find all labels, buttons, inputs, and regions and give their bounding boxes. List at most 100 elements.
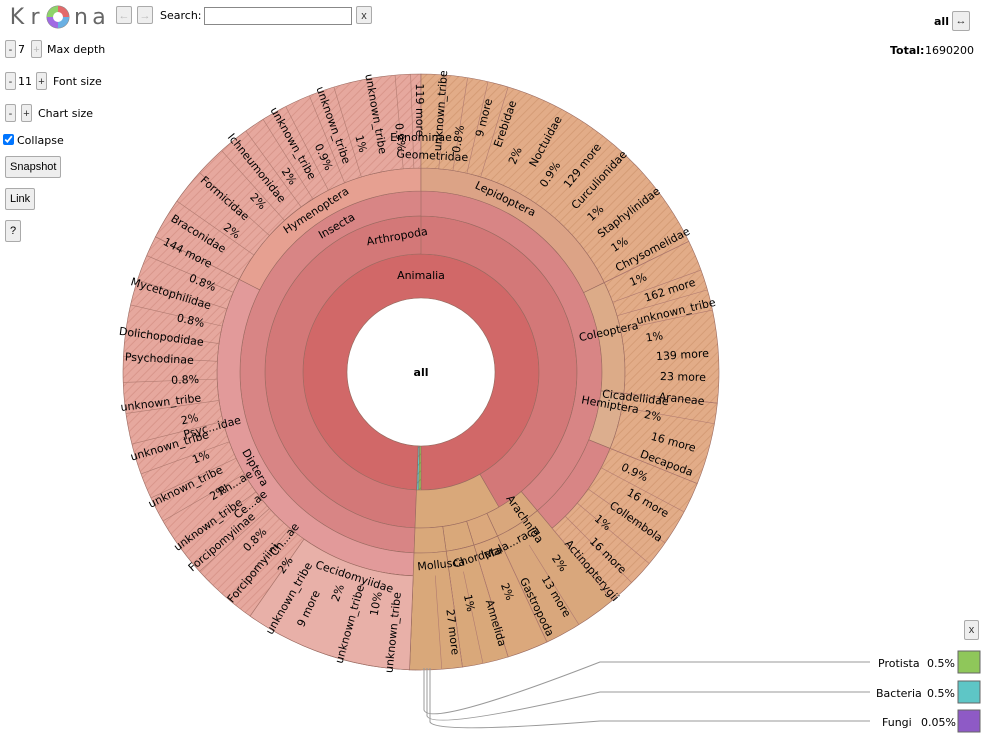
krona-pie-icon (46, 5, 70, 29)
key-swatch-bacteria[interactable] (957, 680, 981, 704)
outer-label-1: 10% (368, 590, 385, 616)
center-label: all (414, 366, 429, 379)
outer-label-56: Araneae (658, 390, 705, 408)
max-depth-plus-button[interactable]: + (31, 40, 42, 58)
leaf-divider (221, 150, 285, 221)
leaf-divider (480, 86, 509, 178)
logo-letter-a: a (92, 4, 106, 30)
leaf-divider (449, 573, 463, 668)
leaf-divider (610, 448, 698, 484)
leaf-divider (125, 400, 220, 414)
key-leader-line (426, 668, 870, 721)
key-swatch-protista[interactable] (957, 650, 981, 674)
font-size-minus-button[interactable]: - (5, 72, 16, 90)
outer-label-72: 27 more (443, 608, 461, 655)
leaf-divider (621, 407, 715, 425)
outer-label-55: 23 more (660, 370, 706, 384)
leaf-divider (131, 421, 224, 445)
focus-toggle-button[interactable]: ↔ (952, 11, 970, 31)
leaf-divider (617, 289, 708, 317)
outer-label-71: 1% (461, 593, 477, 613)
leaf-divider (176, 200, 255, 256)
leaf-divider (130, 304, 223, 327)
logo-letter-r: r (30, 4, 40, 30)
outer-label-33: 1% (352, 134, 369, 154)
ring-mollusca-l4[interactable] (409, 550, 463, 671)
leaf-divider (146, 255, 234, 293)
help-button[interactable]: ? (5, 220, 22, 242)
collapse-checkbox[interactable] (3, 134, 14, 145)
chart-size-minus-button[interactable]: - (5, 104, 16, 122)
leaf-divider (463, 571, 484, 664)
logo-letter-k: K (9, 4, 25, 30)
total-label: Total: (890, 44, 925, 57)
outer-label-50: 1% (628, 270, 649, 289)
snapshot-button[interactable]: Snapshot (5, 156, 62, 178)
leaf-divider (123, 378, 218, 383)
font-size-label: Font size (53, 75, 102, 88)
leaf-divider (506, 556, 548, 643)
ring-hymenoptera-outer[interactable] (155, 73, 422, 280)
outer-label-41: 2% (506, 145, 525, 166)
label-geometridae: Geometridae (396, 147, 469, 164)
leaf-divider (551, 528, 613, 601)
max-depth-label: Max depth (47, 43, 106, 56)
key-close-button[interactable]: x (964, 620, 979, 640)
key-leader-line (429, 668, 870, 729)
leaf-divider (249, 538, 305, 617)
krona-logo: K r n a (8, 3, 108, 31)
outer-label-20: 0.8% (176, 311, 206, 330)
outer-label-35: 0.9% (392, 122, 407, 151)
key-swatch-fungi[interactable] (957, 709, 981, 733)
outer-label-57: 2% (643, 408, 663, 424)
search-clear-button[interactable]: x (356, 6, 372, 24)
font-size-plus-button[interactable]: + (36, 72, 47, 90)
font-size-value: 11 (18, 75, 32, 88)
leaf-divider (480, 566, 509, 658)
key-protista-pct: 0.5% (927, 657, 955, 670)
leaf-divider (466, 81, 489, 174)
focus-name: all (934, 15, 949, 28)
leaf-divider (137, 279, 228, 310)
leaf-divider (123, 356, 218, 362)
search-input[interactable] (204, 7, 352, 25)
leaf-divider (394, 75, 404, 169)
outer-label-3: 2% (329, 582, 347, 603)
outer-label-18: Psychodinae (125, 351, 195, 367)
outer-label-15: 2% (180, 411, 200, 427)
forward-button[interactable]: → (137, 6, 153, 24)
outer-label-54: 139 more (656, 347, 710, 363)
leaf-divider (623, 393, 718, 404)
max-depth-minus-button[interactable]: - (5, 40, 16, 58)
ring-insecta-other-outer[interactable] (551, 448, 698, 601)
ring-lepidoptera-outer[interactable] (420, 73, 690, 283)
outer-label-38: 0.8% (450, 124, 467, 154)
leaf-divider (587, 488, 666, 544)
back-button[interactable]: ← (116, 6, 132, 24)
outer-label-36: 119 more (413, 83, 426, 136)
center-hole[interactable] (346, 297, 496, 447)
ring-mollusca[interactable] (413, 526, 447, 554)
search-label: Search: (160, 9, 202, 22)
leaf-divider (620, 309, 713, 330)
leaf-divider (452, 77, 468, 171)
leaf-divider (162, 473, 245, 522)
leaf-divider (604, 241, 689, 283)
key-bacteria-name: Bacteria (876, 687, 922, 700)
chart-size-plus-button[interactable]: + (21, 104, 32, 122)
max-depth-value: 7 (18, 43, 25, 56)
link-button[interactable]: Link (5, 188, 36, 210)
outer-label-53: 1% (645, 329, 664, 344)
leaf-divider (150, 457, 237, 499)
chart-size-label: Chart size (38, 107, 94, 120)
leaf-divider (179, 491, 257, 548)
leaf-divider (155, 236, 240, 280)
leaf-divider (600, 467, 685, 513)
leaf-divider (125, 330, 220, 344)
leaf-divider (434, 575, 443, 670)
outer-label-17: 0.8% (171, 373, 199, 387)
leaf-divider (285, 106, 329, 191)
collapse-label: Collapse (17, 134, 64, 147)
leaf-divider (612, 269, 702, 303)
